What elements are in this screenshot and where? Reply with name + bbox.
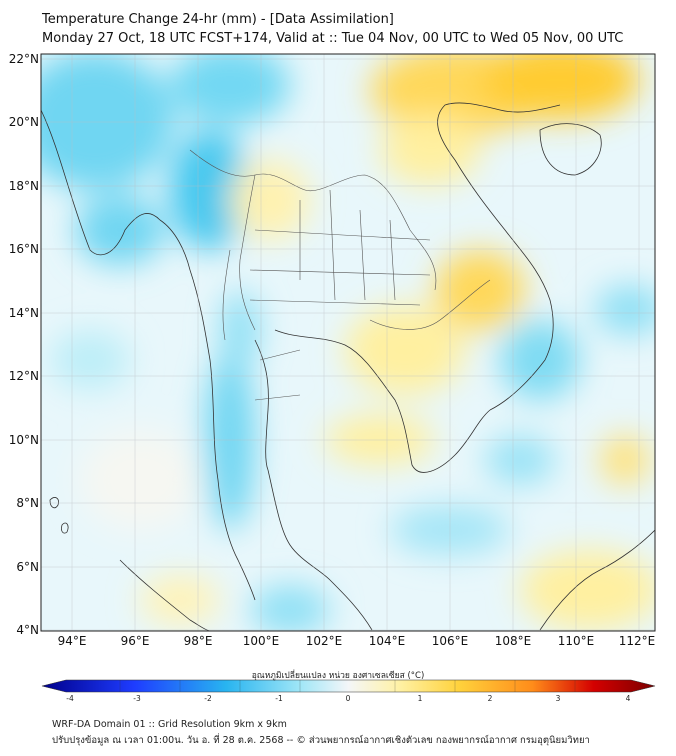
lat-label: 6°N <box>16 560 39 574</box>
colorbar-label: อุณหภูมิเปลี่ยนแปลง หน่วย องศาเซลเซียส (… <box>251 671 425 681</box>
lat-label: 16°N <box>9 242 39 256</box>
coastlines <box>41 102 655 631</box>
lon-label: 94°E <box>58 634 87 648</box>
temperature-field <box>41 54 655 631</box>
map-subtitle: Monday 27 Oct, 18 UTC FCST+174, Valid at… <box>42 31 624 46</box>
lat-labels: 22°N 20°N 18°N 16°N 14°N 12°N 10°N 8°N 6… <box>9 52 39 637</box>
lon-label: 110°E <box>558 634 595 648</box>
footer-domain: WRF-DA Domain 01 :: Grid Resolution 9km … <box>52 719 287 730</box>
lon-label: 102°E <box>306 634 343 648</box>
lat-label: 14°N <box>9 306 39 320</box>
colorbar-tick: 1 <box>418 694 423 703</box>
colorbar-tick: 4 <box>626 694 631 703</box>
colorbar-tick: -4 <box>66 694 74 703</box>
colorbar-tick: -1 <box>275 694 283 703</box>
lat-label: 20°N <box>9 115 39 129</box>
lat-label: 4°N <box>16 623 39 637</box>
admin-borders <box>189 149 491 401</box>
footer-update: ปรับปรุงข้อมูล ณ เวลา 01:00น. วัน อ. ที่… <box>52 735 590 746</box>
colorbar-tick: 3 <box>556 694 561 703</box>
lat-label: 18°N <box>9 179 39 193</box>
colorbar-tick: -3 <box>133 694 141 703</box>
lon-label: 96°E <box>121 634 150 648</box>
map-frame <box>40 53 656 632</box>
lon-label: 108°E <box>495 634 532 648</box>
lat-label: 10°N <box>9 433 39 447</box>
graticule <box>41 54 655 631</box>
colorbar-tick: 2 <box>488 694 493 703</box>
lon-label: 98°E <box>184 634 213 648</box>
map-title: Temperature Change 24-hr (mm) - [Data As… <box>42 12 394 27</box>
colorbar-tick: -2 <box>204 694 212 703</box>
colorbar: -4 -3 -2 -1 0 1 2 3 4 <box>41 679 656 703</box>
lon-label: 100°E <box>243 634 280 648</box>
lat-label: 22°N <box>9 52 39 66</box>
colorbar-bar <box>41 679 656 693</box>
lon-label: 112°E <box>619 634 656 648</box>
lon-labels: 94°E 96°E 98°E 100°E 102°E 104°E 106°E 1… <box>58 634 656 648</box>
colorbar-tick: 0 <box>346 694 351 703</box>
lon-label: 104°E <box>369 634 406 648</box>
lat-label: 12°N <box>9 369 39 383</box>
lon-label: 106°E <box>432 634 469 648</box>
lat-label: 8°N <box>16 496 39 510</box>
